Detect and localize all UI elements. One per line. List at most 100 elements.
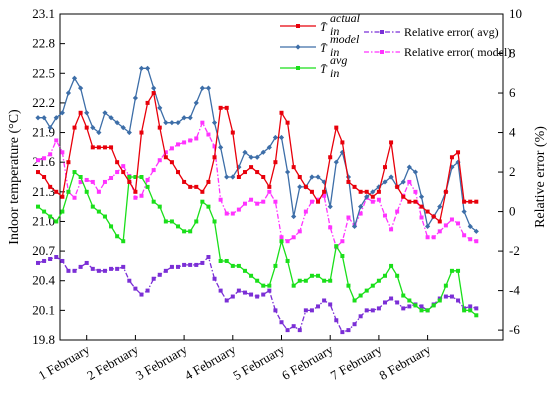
y-right-tick-label: 2	[509, 164, 516, 179]
data-point	[145, 288, 150, 293]
data-point	[48, 214, 53, 219]
data-point	[163, 268, 168, 273]
data-point	[382, 165, 387, 170]
series-group	[35, 65, 479, 234]
data-point	[261, 283, 266, 288]
data-point	[182, 229, 187, 234]
data-point	[60, 194, 65, 199]
data-point	[108, 115, 114, 121]
data-point	[327, 204, 333, 210]
data-point	[78, 110, 83, 115]
data-point	[413, 189, 418, 194]
data-point	[279, 320, 284, 325]
y-left-tick-label: 20.4	[32, 273, 55, 288]
x-tick-label: 3 February	[133, 341, 190, 383]
data-point	[182, 140, 187, 145]
data-point	[84, 177, 89, 182]
data-point	[249, 292, 254, 297]
y-right-tick-label: -2	[509, 243, 520, 258]
data-point	[255, 170, 260, 175]
data-point	[200, 120, 205, 125]
data-point	[206, 179, 211, 184]
data-point	[376, 184, 382, 190]
data-point	[303, 209, 308, 214]
legend-label-sup: model	[330, 32, 360, 46]
data-point	[60, 209, 65, 214]
data-point	[36, 170, 40, 175]
data-point	[187, 115, 193, 121]
data-point	[169, 160, 174, 165]
data-point	[84, 189, 89, 194]
data-point	[212, 276, 217, 281]
data-point	[120, 125, 126, 131]
data-point	[456, 268, 461, 273]
data-point	[328, 155, 333, 160]
data-point	[340, 330, 345, 335]
data-point	[266, 144, 272, 150]
data-point	[413, 199, 418, 204]
data-point	[255, 278, 260, 283]
data-point	[273, 160, 278, 165]
data-point	[212, 144, 217, 149]
data-point	[194, 136, 199, 141]
data-point	[230, 211, 235, 216]
data-point	[255, 201, 260, 206]
data-point	[461, 208, 467, 215]
data-point	[151, 276, 156, 281]
data-point	[157, 272, 162, 277]
data-point	[267, 288, 272, 293]
data-point	[395, 209, 400, 214]
data-point	[84, 110, 90, 116]
data-point	[449, 268, 454, 273]
data-point	[132, 95, 138, 101]
series-group	[36, 91, 479, 224]
data-point	[109, 145, 114, 150]
data-point	[261, 292, 266, 297]
data-point	[322, 298, 327, 303]
data-point	[133, 195, 138, 200]
legend-label-sub: in	[330, 66, 339, 80]
data-point	[419, 304, 424, 309]
data-point	[54, 219, 59, 224]
data-point	[364, 308, 369, 313]
data-point	[291, 324, 296, 329]
data-point	[218, 197, 223, 202]
data-point	[102, 268, 107, 273]
data-point	[109, 266, 114, 271]
data-point	[456, 221, 461, 226]
data-point	[200, 189, 205, 194]
data-point	[242, 170, 247, 175]
data-point	[115, 234, 120, 239]
data-point	[395, 184, 400, 189]
data-point	[352, 322, 357, 327]
data-point	[242, 290, 247, 295]
data-point	[334, 318, 339, 323]
data-point	[468, 237, 473, 242]
data-point	[419, 215, 424, 220]
data-point	[66, 189, 71, 194]
data-point	[468, 308, 473, 313]
data-point	[115, 170, 120, 175]
data-point	[395, 273, 400, 278]
data-point	[54, 255, 59, 260]
data-point	[473, 228, 479, 234]
data-point	[291, 213, 297, 220]
data-point	[102, 145, 107, 150]
data-point	[358, 204, 364, 210]
data-point	[163, 219, 168, 224]
data-point	[431, 303, 436, 308]
data-point	[126, 129, 132, 136]
legend-swatch-marker	[296, 24, 300, 28]
data-point	[65, 90, 72, 96]
y-axis-left-title: Indoor temperature (°C)	[7, 109, 22, 245]
data-point	[194, 219, 199, 224]
data-point	[139, 193, 144, 198]
data-point	[406, 164, 412, 170]
data-point	[230, 130, 235, 135]
data-point	[72, 170, 77, 175]
data-point	[273, 308, 278, 313]
data-point	[182, 262, 187, 267]
series-group	[36, 255, 479, 335]
data-point	[78, 179, 83, 184]
data-point	[194, 262, 199, 267]
